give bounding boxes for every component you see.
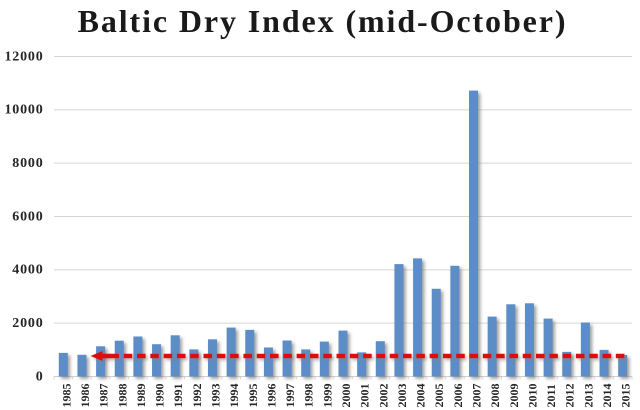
svg-text:1991: 1991 — [171, 384, 185, 408]
svg-text:2004: 2004 — [414, 384, 428, 408]
svg-text:2009: 2009 — [507, 384, 521, 408]
svg-text:12000: 12000 — [5, 49, 44, 64]
svg-text:1997: 1997 — [283, 384, 297, 408]
svg-text:2008: 2008 — [488, 383, 502, 407]
svg-text:2007: 2007 — [470, 384, 484, 408]
svg-text:1987: 1987 — [97, 384, 111, 408]
svg-text:4000: 4000 — [12, 263, 43, 278]
svg-text:8000: 8000 — [12, 156, 43, 171]
svg-text:2011: 2011 — [544, 384, 558, 407]
svg-text:2006: 2006 — [451, 384, 465, 408]
svg-text:1988: 1988 — [115, 384, 129, 408]
svg-text:1992: 1992 — [190, 384, 204, 408]
svg-text:1998: 1998 — [302, 384, 316, 408]
svg-text:2000: 2000 — [339, 384, 353, 408]
svg-text:10000: 10000 — [5, 103, 44, 118]
svg-text:0: 0 — [36, 369, 44, 384]
svg-text:2015: 2015 — [619, 384, 633, 408]
svg-text:2014: 2014 — [600, 384, 614, 408]
svg-text:2013: 2013 — [581, 384, 595, 408]
svg-text:1990: 1990 — [153, 384, 167, 408]
svg-text:1996: 1996 — [264, 384, 278, 408]
svg-text:2005: 2005 — [432, 384, 446, 408]
svg-text:1986: 1986 — [78, 384, 92, 408]
svg-text:2003: 2003 — [395, 384, 409, 408]
svg-text:6000: 6000 — [12, 209, 43, 224]
svg-text:1989: 1989 — [134, 384, 148, 408]
svg-text:1999: 1999 — [320, 384, 334, 408]
svg-text:1985: 1985 — [59, 384, 73, 408]
svg-text:2000: 2000 — [12, 316, 43, 331]
svg-text:Baltic Dry Index (mid-October): Baltic Dry Index (mid-October) — [78, 3, 568, 39]
svg-text:2001: 2001 — [358, 384, 372, 408]
svg-text:1995: 1995 — [246, 384, 260, 408]
svg-text:2010: 2010 — [525, 384, 539, 408]
svg-text:1993: 1993 — [208, 384, 222, 408]
svg-text:2012: 2012 — [563, 384, 577, 408]
svg-text:2002: 2002 — [376, 384, 390, 408]
svg-text:1994: 1994 — [227, 384, 241, 408]
